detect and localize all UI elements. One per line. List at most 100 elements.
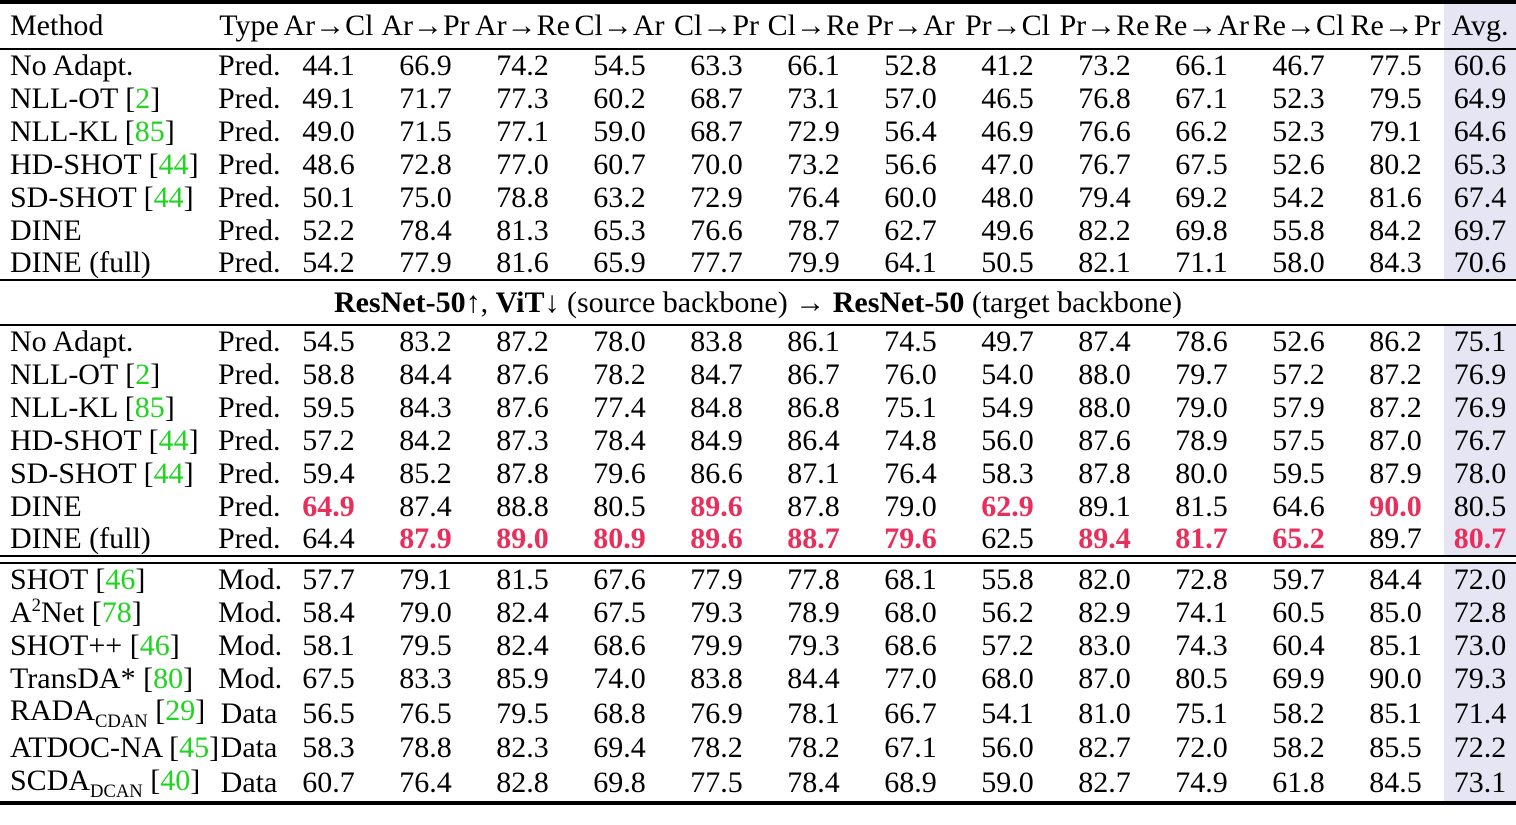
value-cell: 85.1: [1369, 696, 1422, 730]
value-cell: 57.7: [302, 563, 355, 597]
value-cell: 52.6: [1272, 325, 1325, 359]
method-cell: HD-SHOT [44]: [0, 148, 218, 181]
type-cell: Mod.: [218, 628, 283, 662]
value-cell: 58.4: [302, 595, 355, 629]
citation-link[interactable]: 2: [135, 81, 151, 115]
method-name: HD-SHOT: [10, 423, 142, 457]
value-cell: 68.8: [593, 696, 646, 730]
value-cell: 80.2: [1369, 147, 1422, 181]
value-cell: 79.9: [787, 246, 840, 280]
column-header: Cl→Pr: [673, 9, 760, 43]
value-cell: 66.9: [399, 49, 452, 83]
citation-link[interactable]: 40: [160, 763, 191, 797]
value-cell: 77.4: [593, 390, 646, 424]
avg-cell: 72.2: [1444, 731, 1516, 765]
value-cell: 80.0: [1175, 456, 1228, 490]
citation-link[interactable]: 45: [179, 731, 210, 765]
value-cell: 82.7: [1078, 731, 1131, 765]
value-cell: 77.9: [399, 246, 452, 280]
citation-bracket: ]: [183, 456, 194, 490]
value-cell: 46.9: [981, 114, 1034, 148]
table-row: DINE (full) Pred. 54.2 77.9 81.6 65.9 77.7 79.9…: [0, 247, 1516, 280]
citation-link[interactable]: 46: [105, 563, 136, 597]
citation-bracket: [: [136, 456, 154, 490]
value-cell: 49.1: [302, 81, 355, 115]
value-cell: 59.5: [302, 390, 355, 424]
citation-link[interactable]: 85: [134, 390, 165, 424]
value-cell: 56.4: [884, 114, 937, 148]
method-name: NLL-OT: [10, 357, 118, 391]
citation-link[interactable]: 44: [153, 456, 184, 490]
value-cell: 55.8: [981, 563, 1034, 597]
citation-link[interactable]: 80: [153, 661, 184, 695]
value-cell: 87.6: [496, 390, 549, 424]
backbone-divider-row: ResNet-50↑, ViT↓ (source backbone) → Res…: [0, 280, 1516, 325]
value-cell: 87.4: [399, 489, 452, 523]
value-cell: 58.8: [302, 357, 355, 391]
citation-bracket: [: [84, 596, 102, 630]
value-cell: 72.9: [787, 114, 840, 148]
method-cell: SD-SHOT [44]: [0, 457, 218, 490]
value-cell: 72.0: [1175, 731, 1228, 765]
citation-link[interactable]: 29: [165, 694, 196, 727]
value-cell: 73.1: [787, 81, 840, 115]
value-cell: 78.4: [593, 423, 646, 457]
value-cell: 79.0: [399, 595, 452, 629]
value-cell: 46.7: [1272, 49, 1325, 83]
type-cell: Data: [220, 766, 278, 800]
value-cell: 80.5: [1175, 661, 1228, 695]
value-cell: 79.5: [399, 628, 452, 662]
method-name: DINE (full): [10, 522, 151, 556]
avg-cell: 71.4: [1444, 695, 1516, 732]
value-cell: 82.4: [496, 595, 549, 629]
type-cell: Pred.: [218, 423, 281, 457]
method-cell: A2Net [78]: [0, 596, 218, 629]
citation-link[interactable]: 46: [139, 628, 170, 662]
column-header: Ar→Cl: [283, 9, 374, 43]
value-cell: 86.7: [787, 357, 840, 391]
citation-link[interactable]: 44: [158, 147, 189, 181]
method-name: SHOT++: [10, 628, 123, 662]
value-cell: 46.5: [981, 81, 1034, 115]
value-cell: 56.2: [981, 595, 1034, 629]
column-header: Avg.: [1444, 2, 1516, 49]
method-cell: NLL-KL [85]: [0, 391, 218, 424]
value-cell: 49.7: [981, 325, 1034, 359]
type-cell: Pred.: [218, 49, 281, 83]
method-name: SHOT: [10, 563, 88, 597]
avg-cell: 73.0: [1444, 629, 1516, 662]
value-cell: 81.7: [1175, 522, 1228, 556]
citation-link[interactable]: 85: [134, 114, 165, 148]
value-cell: 88.0: [1078, 357, 1131, 391]
value-cell: 62.5: [981, 522, 1034, 556]
value-cell: 67.5: [1175, 147, 1228, 181]
value-cell: 68.9: [884, 766, 937, 800]
citation-bracket: [: [135, 661, 154, 695]
value-cell: 58.0: [1272, 246, 1325, 280]
value-cell: 80.9: [593, 522, 646, 556]
citation-link[interactable]: 78: [101, 596, 132, 630]
value-cell: 81.6: [1369, 180, 1422, 214]
method-name: DINE (full): [10, 246, 151, 280]
value-cell: 84.4: [399, 357, 452, 391]
value-cell: 72.8: [399, 147, 452, 181]
value-cell: 71.5: [399, 114, 452, 148]
value-cell: 79.5: [496, 696, 549, 730]
method-cell: No Adapt.: [0, 325, 218, 358]
avg-cell: 73.1: [1444, 764, 1516, 804]
table-row: NLL-KL [85] Pred. 59.5 84.3 87.6 77.4 84.8 86.8…: [0, 391, 1516, 424]
citation-link[interactable]: 44: [158, 423, 189, 457]
value-cell: 69.9: [1272, 661, 1325, 695]
value-cell: 88.7: [787, 522, 840, 556]
value-cell: 78.1: [787, 696, 840, 730]
avg-cell: 76.7: [1444, 424, 1516, 457]
value-cell: 82.4: [496, 628, 549, 662]
method-cell: TransDA* [80]: [0, 662, 218, 695]
type-cell: Pred.: [218, 357, 281, 391]
citation-link[interactable]: 2: [135, 357, 151, 391]
value-cell: 67.1: [884, 731, 937, 765]
value-cell: 52.8: [884, 49, 937, 83]
citation-link[interactable]: 44: [153, 180, 184, 214]
citation-bracket: ]: [135, 563, 146, 597]
value-cell: 90.0: [1369, 489, 1422, 523]
